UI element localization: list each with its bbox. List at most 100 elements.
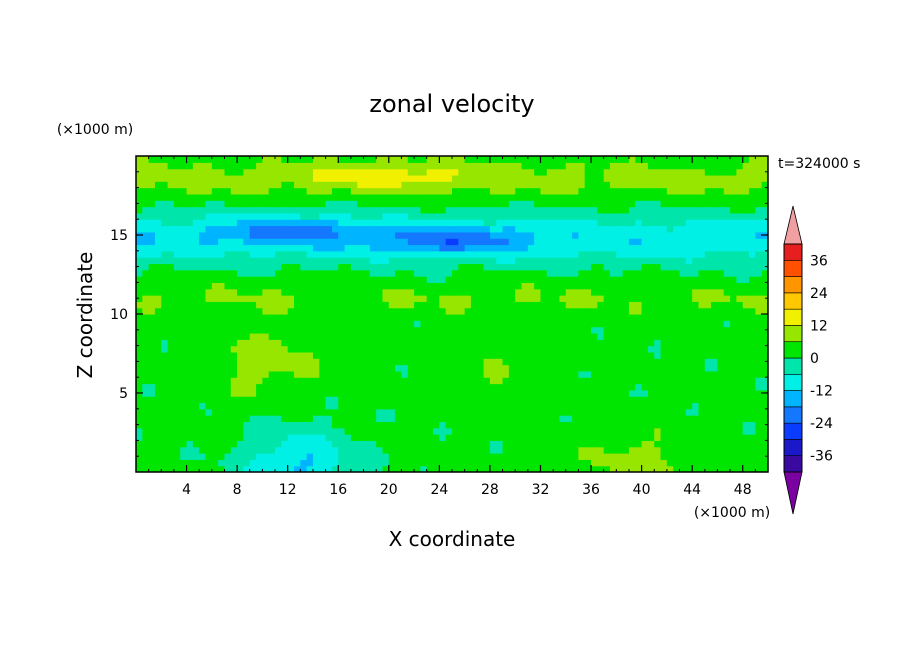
- contour-cell: [363, 345, 371, 353]
- contour-cell: [199, 332, 207, 340]
- contour-cell: [660, 263, 668, 271]
- contour-cell: [692, 427, 700, 435]
- contour-cell: [426, 288, 434, 296]
- contour-cell: [673, 162, 681, 170]
- contour-cell: [591, 162, 598, 170]
- contour-cell: [205, 370, 213, 378]
- contour-cell: [641, 156, 649, 163]
- contour-cell: [312, 263, 320, 271]
- contour-cell: [249, 351, 257, 359]
- contour-cell: [515, 421, 523, 429]
- contour-cell: [464, 206, 472, 214]
- contour-cell: [591, 396, 598, 404]
- contour-cell: [635, 181, 643, 189]
- contour-cell: [755, 238, 763, 246]
- contour-cell: [711, 421, 719, 429]
- contour-cell: [414, 187, 421, 195]
- contour-cell: [211, 465, 219, 472]
- contour-cell: [376, 453, 384, 460]
- contour-cell: [237, 263, 245, 271]
- contour-cell: [616, 206, 624, 214]
- contour-cell: [616, 307, 624, 315]
- contour-cell: [489, 219, 497, 227]
- contour-cell: [673, 332, 681, 340]
- contour-cell: [477, 168, 485, 176]
- contour-cell: [395, 156, 403, 163]
- contour-cell: [597, 415, 605, 423]
- contour-cell: [679, 295, 687, 302]
- contour-cell: [331, 332, 339, 340]
- contour-cell: [534, 320, 542, 328]
- contour-cell: [603, 446, 611, 454]
- contour-cell: [502, 282, 510, 290]
- contour-cell: [534, 402, 542, 410]
- contour-cell: [521, 358, 529, 366]
- contour-cell: [161, 370, 169, 378]
- contour-cell: [622, 193, 630, 201]
- contour-cell: [294, 212, 301, 220]
- contour-cell: [401, 162, 409, 170]
- contour-cell: [388, 364, 396, 372]
- contour-cell: [755, 181, 763, 189]
- contour-cell: [426, 212, 434, 220]
- contour-cell: [344, 377, 352, 385]
- contour-cell: [553, 168, 561, 176]
- contour-cell: [224, 320, 232, 328]
- contour-cell: [660, 282, 668, 290]
- contour-cell: [407, 421, 415, 429]
- contour-cell: [622, 181, 630, 189]
- contour-cell: [704, 453, 712, 460]
- contour-cell: [350, 440, 358, 448]
- contour-cell: [565, 465, 573, 472]
- contour-cell: [527, 288, 535, 296]
- contour-cell: [426, 168, 434, 176]
- contour-cell: [565, 276, 573, 283]
- contour-cell: [717, 181, 725, 189]
- contour-cell: [338, 421, 346, 429]
- contour-cell: [464, 370, 472, 378]
- contour-cell: [692, 396, 700, 404]
- contour-cell: [654, 269, 662, 277]
- contour-cell: [603, 269, 611, 277]
- contour-cell: [256, 339, 263, 347]
- contour-cell: [679, 276, 687, 283]
- contour-cell: [698, 427, 706, 435]
- contour-cell: [439, 231, 447, 239]
- contour-cell: [237, 389, 245, 397]
- contour-cell: [382, 364, 390, 372]
- contour-cell: [414, 389, 421, 397]
- contour-cell: [483, 364, 491, 372]
- contour-cell: [572, 427, 579, 435]
- contour-cell: [489, 383, 497, 391]
- contour-cell: [502, 301, 510, 309]
- contour-cell: [344, 358, 352, 366]
- contour-cell: [692, 421, 700, 429]
- contour-cell: [502, 383, 510, 391]
- contour-cell: [515, 225, 523, 233]
- contour-cell: [730, 370, 737, 378]
- contour-cell: [610, 257, 617, 265]
- contour-cell: [369, 187, 377, 195]
- contour-cell: [414, 212, 421, 220]
- contour-cell: [376, 364, 384, 372]
- contour-cell: [628, 358, 636, 366]
- contour-cell: [546, 314, 554, 321]
- contour-cell: [584, 415, 592, 423]
- contour-cell: [761, 276, 768, 283]
- contour-cell: [281, 250, 289, 258]
- contour-cell: [180, 351, 188, 359]
- contour-cell: [591, 339, 598, 347]
- contour-cell: [489, 181, 497, 189]
- contour-cell: [673, 339, 681, 347]
- contour-cell: [407, 269, 415, 277]
- contour-cell: [230, 288, 238, 296]
- contour-cell: [736, 225, 744, 233]
- contour-cell: [553, 358, 561, 366]
- contour-cell: [180, 225, 188, 233]
- contour-cell: [407, 446, 415, 454]
- contour-cell: [186, 434, 194, 441]
- contour-cell: [628, 244, 636, 252]
- contour-cell: [622, 250, 630, 258]
- contour-cell: [559, 408, 567, 416]
- contour-cell: [591, 250, 598, 258]
